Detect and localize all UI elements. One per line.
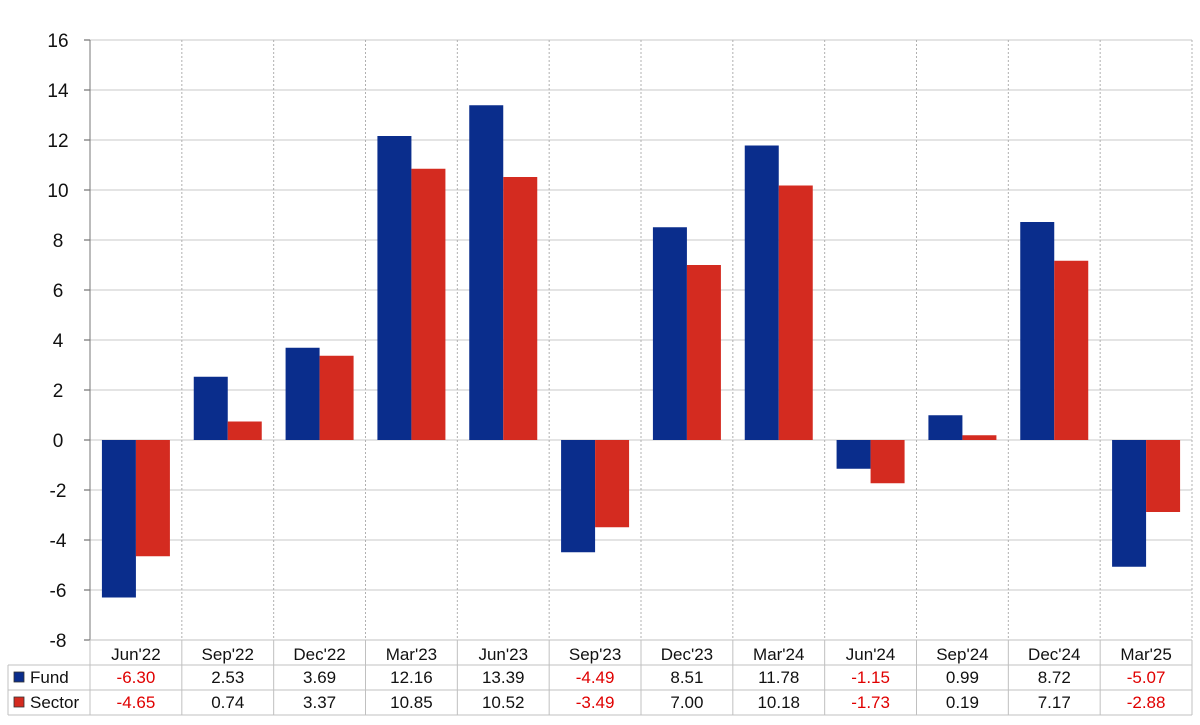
x-tick-label: Sep'23 [569, 645, 621, 664]
legend-label-sector: Sector [30, 693, 79, 712]
bar-fund[interactable] [928, 415, 963, 440]
y-tick-label: -8 [50, 631, 67, 652]
x-tick-label: Mar'23 [386, 645, 437, 664]
bar-fund[interactable] [469, 105, 504, 440]
bar-fund[interactable] [652, 227, 687, 440]
y-tick-label: -2 [50, 481, 67, 502]
bar-fund[interactable] [285, 347, 320, 440]
y-tick-label: 2 [53, 381, 64, 402]
data-label: 10.52 [482, 693, 525, 712]
bar-fund[interactable] [561, 440, 596, 553]
legend-swatch-sector [13, 696, 25, 708]
y-tick-label: 4 [53, 331, 64, 352]
data-label: 11.78 [758, 668, 799, 687]
x-tick-label: Sep'24 [936, 645, 988, 664]
x-tick-label: Dec'24 [1028, 645, 1080, 664]
data-label: -2.88 [1127, 693, 1166, 712]
bar-sector[interactable] [595, 440, 630, 528]
bar-fund[interactable] [377, 136, 412, 440]
data-label: 10.18 [757, 693, 800, 712]
data-label: -4.65 [117, 693, 156, 712]
data-label: 12.16 [390, 668, 433, 687]
data-label: 2.53 [211, 668, 244, 687]
data-label: 7.00 [670, 693, 703, 712]
y-tick-label: 14 [47, 81, 69, 102]
bar-sector[interactable] [686, 265, 721, 440]
data-label: 3.69 [303, 668, 336, 687]
data-label: -1.73 [851, 693, 890, 712]
y-tick-label: 0 [53, 431, 64, 452]
x-tick-label: Jun'22 [111, 645, 161, 664]
bar-sector[interactable] [962, 435, 997, 440]
data-label: -6.30 [117, 668, 156, 687]
data-label: 8.51 [670, 668, 703, 687]
x-tick-label: Mar'25 [1120, 645, 1171, 664]
data-label: 0.19 [946, 693, 979, 712]
bar-sector[interactable] [135, 440, 170, 557]
bar-fund[interactable] [836, 440, 871, 469]
y-tick-label: 8 [53, 231, 64, 252]
data-label: 3.37 [303, 693, 336, 712]
legend-swatch-fund [13, 671, 25, 683]
x-tick-label: Mar'24 [753, 645, 804, 664]
data-label: -5.07 [1127, 668, 1166, 687]
bar-sector[interactable] [503, 177, 538, 440]
bar-sector[interactable] [411, 168, 446, 440]
x-tick-label: Dec'23 [661, 645, 713, 664]
data-label: 0.74 [211, 693, 244, 712]
bar-sector[interactable] [778, 185, 813, 441]
x-tick-label: Jun'24 [846, 645, 896, 664]
x-tick-label: Dec'22 [293, 645, 345, 664]
data-label: -4.49 [576, 668, 615, 687]
data-label: 0.99 [946, 668, 979, 687]
y-tick-label: -6 [50, 581, 67, 602]
legend-label-fund: Fund [30, 668, 69, 687]
bar-sector[interactable] [227, 421, 262, 441]
bar-sector[interactable] [1146, 440, 1181, 512]
y-tick-label: 16 [47, 31, 68, 52]
x-tick-label: Jun'23 [478, 645, 528, 664]
data-label: 8.72 [1038, 668, 1071, 687]
y-tick-label: 12 [47, 131, 68, 152]
bar-fund[interactable] [1020, 222, 1055, 440]
data-label: 10.85 [390, 693, 433, 712]
x-tick-label: Sep'22 [202, 645, 254, 664]
y-tick-label: 6 [53, 281, 64, 302]
bar-fund[interactable] [101, 440, 136, 598]
data-label: -3.49 [576, 693, 615, 712]
bar-sector[interactable] [870, 440, 905, 484]
bar-sector[interactable] [1054, 260, 1089, 440]
data-label: 7.17 [1038, 693, 1071, 712]
bar-sector[interactable] [319, 355, 354, 440]
bar-fund[interactable] [1112, 440, 1147, 567]
bar-fund[interactable] [744, 145, 779, 441]
y-tick-label: -4 [50, 531, 67, 552]
data-label: -1.15 [851, 668, 890, 687]
bar-fund[interactable] [193, 376, 228, 440]
y-tick-label: 10 [47, 181, 68, 202]
data-label: 13.39 [482, 668, 525, 687]
